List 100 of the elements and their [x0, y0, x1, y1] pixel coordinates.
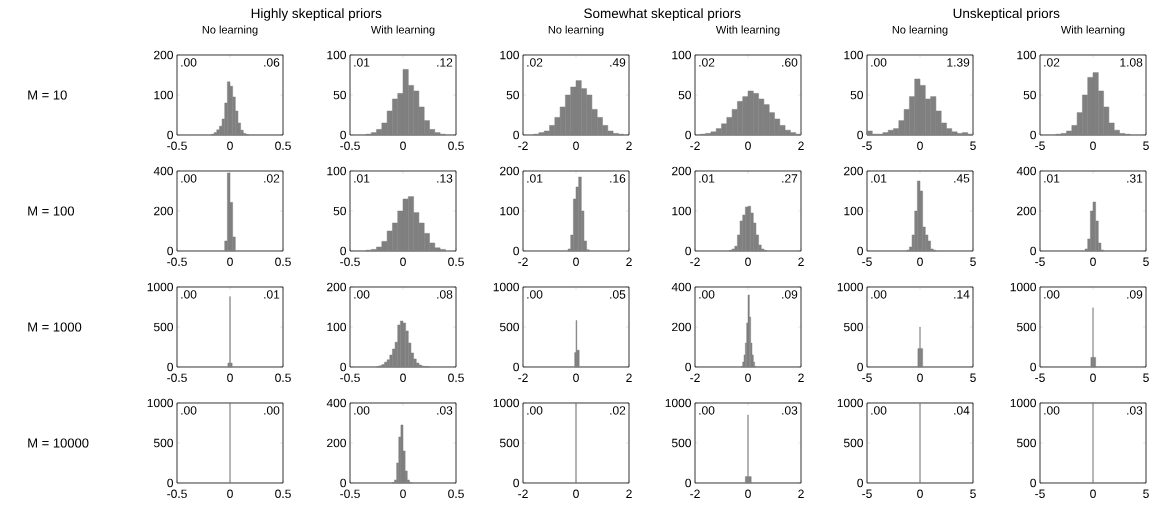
y-tick-label: 400	[1016, 166, 1036, 176]
x-tick-label: 5	[970, 141, 976, 150]
y-tick-label: 0	[167, 478, 174, 488]
x-tick-label: 0	[400, 489, 406, 499]
annotation: .01	[527, 174, 543, 183]
annotation: .00	[264, 406, 280, 415]
x-tick-label: 0.5	[275, 373, 291, 383]
annotation: .01	[871, 174, 887, 183]
y-tick-label: 1000	[147, 398, 174, 408]
x-tick-label: -0.5	[340, 141, 360, 151]
y-tick-label: 0	[857, 130, 864, 140]
x-tick-label: -5	[1035, 257, 1045, 266]
x-tick-label: 0	[917, 141, 923, 151]
x-tick-label: -0.5	[167, 257, 187, 267]
x-tick-label: 2	[798, 373, 804, 382]
annotation: .00	[871, 406, 887, 415]
x-tick-label: -5	[862, 141, 872, 150]
y-tick-label: 50	[850, 90, 864, 100]
x-tick-label: 0.5	[275, 257, 291, 267]
y-tick-label: 0	[167, 362, 174, 372]
x-tick-label: -0.5	[340, 373, 360, 383]
y-tick-label: 100	[844, 206, 863, 216]
y-tick-label: 200	[154, 206, 174, 216]
y-tick-label: 1000	[837, 398, 863, 408]
annotation: .00	[354, 290, 370, 299]
annotation: .00	[871, 58, 887, 67]
y-tick-label: 0	[340, 478, 347, 488]
y-tick-label: 200	[327, 282, 347, 292]
y-tick-label: 500	[499, 438, 520, 448]
annotation: .02	[264, 174, 280, 183]
y-tick-label: 400	[153, 166, 174, 176]
x-tick-label: 0	[1090, 141, 1096, 151]
x-tick-label: -2	[690, 489, 700, 498]
x-tick-label: 2	[798, 257, 804, 266]
y-tick-label: 500	[843, 322, 863, 332]
annotation: 1.39	[947, 58, 970, 67]
x-tick-label: 0.5	[448, 373, 464, 383]
x-tick-label: 5	[970, 257, 976, 266]
y-tick-label: 1000	[665, 398, 691, 408]
x-tick-label: -2	[690, 257, 700, 266]
y-tick-label: 400	[671, 282, 692, 292]
y-tick-label: 0	[1030, 362, 1037, 372]
y-tick-label: 50	[333, 90, 347, 100]
annotation: .09	[1127, 290, 1143, 299]
y-tick-label: 500	[153, 438, 174, 448]
x-tick-label: 0	[745, 257, 751, 267]
annotation: .00	[527, 290, 543, 299]
x-tick-label: 0.5	[275, 141, 291, 151]
y-tick-label: 0	[857, 362, 864, 372]
chart-subtitle: No learning	[892, 25, 948, 36]
x-tick-label: 2	[626, 141, 632, 150]
annotation: .45	[954, 174, 970, 183]
y-tick-label: 400	[326, 398, 347, 408]
y-axis-title: M = 100	[28, 206, 75, 216]
x-tick-label: 0	[573, 257, 579, 267]
x-tick-label: 5	[1143, 489, 1149, 498]
y-tick-label: 1000	[1010, 282, 1036, 292]
y-tick-label: 50	[1023, 90, 1036, 100]
annotation: .00	[527, 406, 543, 415]
x-tick-label: 0	[917, 489, 923, 499]
y-tick-label: 50	[506, 90, 520, 100]
y-tick-label: 0	[857, 478, 864, 488]
y-tick-label: 200	[154, 50, 174, 60]
x-tick-label: 2	[798, 489, 804, 498]
annotation: .01	[354, 174, 370, 183]
x-tick-label: 0	[227, 141, 233, 151]
x-tick-label: 0.5	[275, 489, 291, 499]
x-tick-label: 5	[1143, 141, 1149, 150]
y-tick-label: 1000	[493, 398, 520, 408]
x-tick-label: -0.5	[167, 489, 187, 499]
annotation: .60	[782, 58, 798, 67]
x-tick-label: -2	[690, 141, 700, 150]
x-tick-label: 5	[1143, 373, 1149, 382]
y-tick-label: 0	[167, 130, 174, 140]
y-tick-label: 200	[327, 438, 347, 448]
y-tick-label: 0	[1030, 130, 1037, 140]
x-tick-label: -5	[1035, 373, 1045, 382]
y-tick-label: 0	[685, 478, 692, 488]
y-tick-label: 0	[1030, 478, 1037, 488]
x-tick-label: 0	[573, 141, 579, 151]
annotation: .01	[354, 58, 370, 67]
y-tick-label: 0	[857, 246, 864, 256]
x-tick-label: 0.5	[448, 141, 464, 151]
x-tick-label: -5	[1035, 489, 1045, 498]
x-tick-label: 0	[400, 373, 406, 383]
x-tick-label: 0	[1090, 489, 1096, 499]
annotation: .00	[699, 290, 715, 299]
y-axis-title: M = 10	[28, 90, 67, 100]
y-tick-label: 100	[672, 206, 692, 216]
annotation: .00	[181, 290, 197, 299]
annotation: .02	[1044, 58, 1060, 67]
y-tick-label: 500	[499, 322, 520, 332]
x-tick-label: -2	[690, 373, 700, 382]
annotation: .02	[610, 406, 626, 415]
x-tick-label: -2	[518, 141, 528, 150]
x-tick-label: 5	[970, 373, 976, 382]
text: Unskeptical priors	[953, 8, 1060, 21]
y-tick-label: 0	[513, 246, 520, 256]
x-tick-label: 0	[917, 373, 923, 383]
annotation: .03	[782, 406, 798, 415]
